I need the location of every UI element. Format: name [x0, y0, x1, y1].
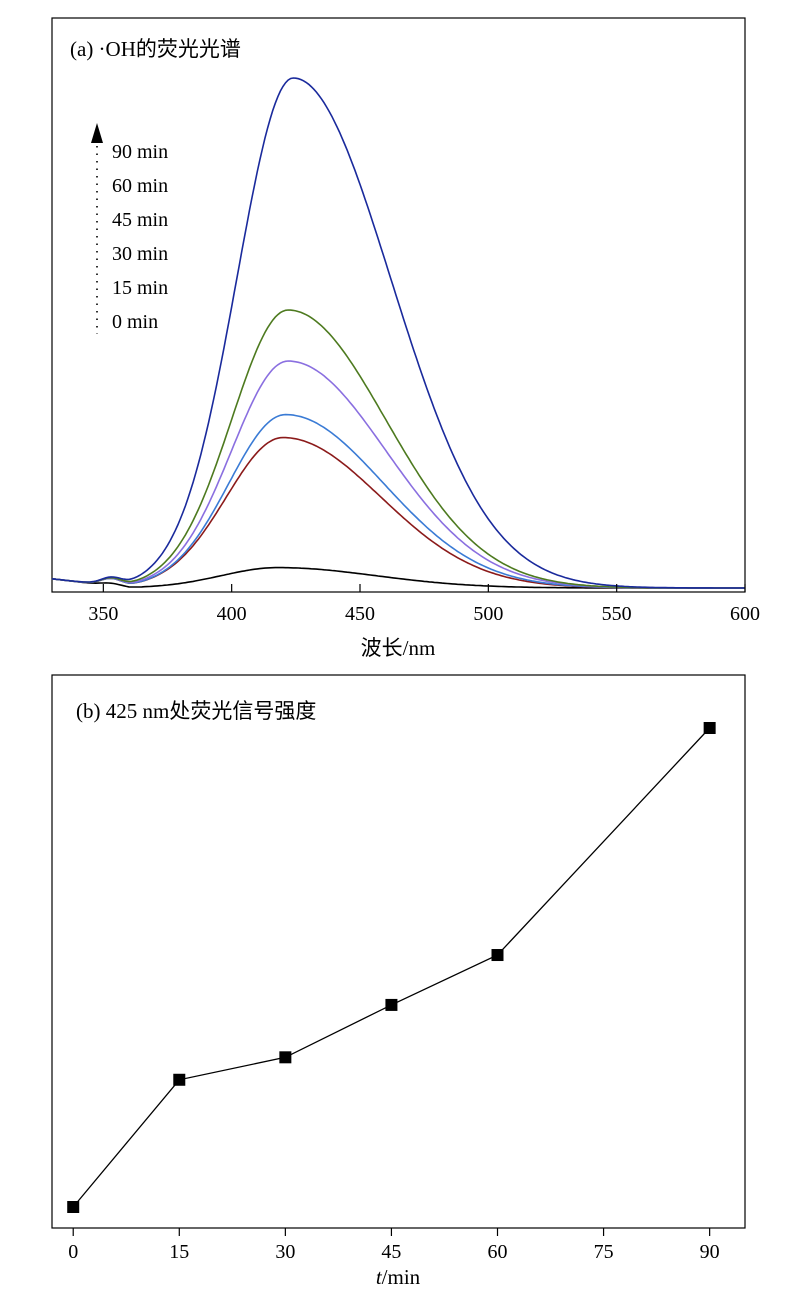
- panel-b-x-tick-label: 45: [381, 1241, 401, 1263]
- panel-a-x-tick-label: 550: [602, 603, 632, 625]
- panel-a-series-group: [51, 77, 745, 589]
- legend-entry: 0 min: [112, 311, 158, 333]
- panel-b-x-axis-label-italic: t: [376, 1265, 383, 1289]
- panel-a-x-tick-label: 500: [473, 603, 503, 625]
- panel-a-title: (a) ·OH的荧光光谱: [70, 37, 241, 61]
- panel-a-x-tick-label: 400: [217, 603, 247, 625]
- panel-a-spectra: (a) ·OH的荧光光谱 350 400 450 500 550 600 波长/nm 90…: [51, 17, 760, 660]
- panel-a-x-axis-label: 波长/nm: [361, 636, 436, 660]
- panel-a-x-tick-label: 350: [88, 603, 118, 625]
- panel-b-x-axis-label-unit: /min: [382, 1265, 421, 1289]
- panel-b-intensity: (b) 425 nm处荧光信号强度 0 15 30 45 60 75 90 t/min: [51, 674, 746, 1289]
- panel-b-series-group: [67, 722, 716, 1213]
- legend-entry: 30 min: [112, 243, 168, 265]
- panel-b-x-axis-label: t/min: [376, 1265, 421, 1289]
- panel-b-x-tick-label: 30: [275, 1241, 295, 1263]
- spectrum-line-15-min: [51, 436, 745, 589]
- data-point-marker: [279, 1051, 292, 1064]
- panel-a-x-tick-label: 450: [345, 603, 375, 625]
- intensity-line: [72, 727, 711, 1208]
- panel-b-x-tick-label: 60: [488, 1241, 508, 1263]
- panel-b-x-axis: 0 15 30 45 60 75 90: [68, 1228, 720, 1263]
- panel-b-x-tick-label: 15: [169, 1241, 189, 1263]
- data-point-marker: [385, 998, 398, 1011]
- data-point-marker: [703, 722, 716, 734]
- panel-a-x-tick-label: 600: [730, 603, 760, 625]
- panel-b-x-tick-label: 75: [594, 1241, 614, 1263]
- legend-entry: 60 min: [112, 175, 168, 197]
- legend-entry: 45 min: [112, 209, 168, 231]
- time-arrow-icon: [91, 123, 103, 143]
- spectrum-line-45-min: [51, 360, 745, 589]
- panel-b-x-tick-label: 0: [68, 1241, 78, 1263]
- panel-a-x-axis: 350 400 450 500 550 600: [88, 584, 760, 625]
- panel-b-frame: [51, 674, 746, 1229]
- data-point-marker: [173, 1073, 186, 1086]
- spectrum-line-60-min: [51, 309, 745, 589]
- panel-a-legend: 90 min 60 min 45 min 30 min 15 min 0 min: [91, 123, 168, 334]
- panel-a-frame: [51, 17, 746, 593]
- data-point-marker: [67, 1201, 80, 1213]
- legend-entry: 15 min: [112, 277, 168, 299]
- legend-entry: 90 min: [112, 141, 168, 163]
- panel-b-title: (b) 425 nm处荧光信号强度: [76, 699, 316, 723]
- panel-b-x-tick-label: 90: [700, 1241, 720, 1263]
- data-point-marker: [491, 949, 504, 962]
- spectrum-line-90-min: [51, 77, 745, 589]
